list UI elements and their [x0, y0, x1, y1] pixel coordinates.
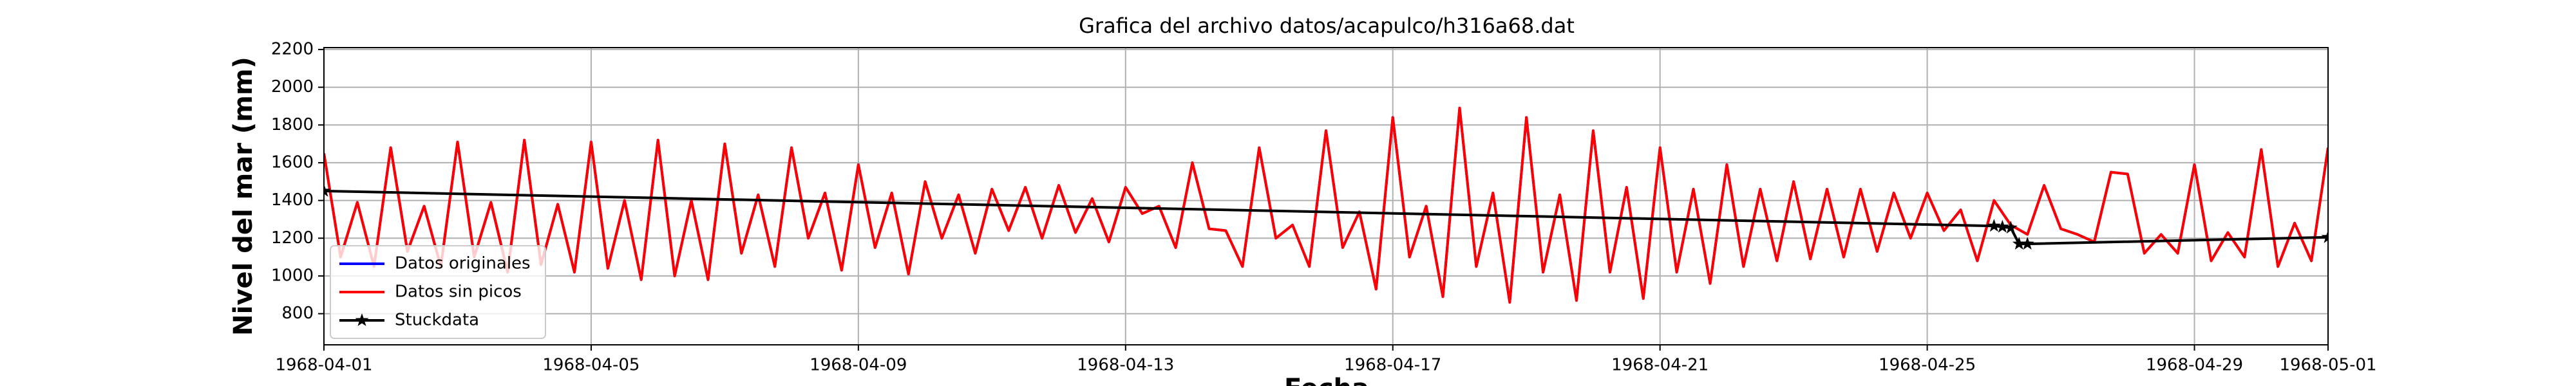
marker [2012, 237, 2026, 250]
chart-title: Grafica del archivo datos/acapulco/h316a… [1079, 14, 1575, 38]
y-tick-label: 1800 [271, 115, 314, 134]
y-tick-label: 1200 [271, 228, 314, 248]
y-axis-label: Nivel del mar (mm) [229, 57, 258, 336]
x-tick-label: 1968-04-25 [1879, 356, 1976, 375]
x-tick-label: 1968-04-05 [542, 356, 639, 375]
marker [2020, 237, 2034, 250]
marker [1995, 219, 2009, 233]
series-line [324, 106, 2328, 304]
marker [2003, 221, 2018, 234]
x-tick-label: 1968-04-13 [1077, 356, 1174, 375]
legend-label: Datos originales [395, 254, 531, 273]
marker [324, 183, 331, 197]
y-tick-label: 2000 [271, 77, 314, 96]
y-tick-label: 800 [281, 304, 314, 323]
x-tick-label: 1968-04-09 [810, 356, 907, 375]
series-line [324, 189, 2328, 246]
y-tick-label: 1400 [271, 190, 314, 210]
x-tick-label: 1968-04-29 [2146, 356, 2243, 375]
x-tick-label: 1968-05-01 [2279, 356, 2376, 375]
x-tick-label: 1968-04-21 [1611, 356, 1709, 375]
marker [2321, 230, 2328, 243]
plot-frame [323, 47, 2329, 345]
x-tick-label: 1968-04-17 [1344, 356, 1441, 375]
y-tick-label: 1000 [271, 266, 314, 285]
legend-label: Datos sin picos [395, 282, 522, 302]
plot-area [324, 106, 2328, 304]
y-tick-label: 2200 [271, 39, 314, 59]
y-tick-label: 1600 [271, 152, 314, 172]
marker [1987, 219, 2001, 232]
legend-label: Stuckdata [395, 311, 479, 330]
legend-box [330, 245, 546, 339]
x-tick-label: 1968-04-01 [275, 356, 372, 375]
legend-marker [355, 313, 369, 326]
x-axis-label: Fecha [1284, 374, 1369, 386]
